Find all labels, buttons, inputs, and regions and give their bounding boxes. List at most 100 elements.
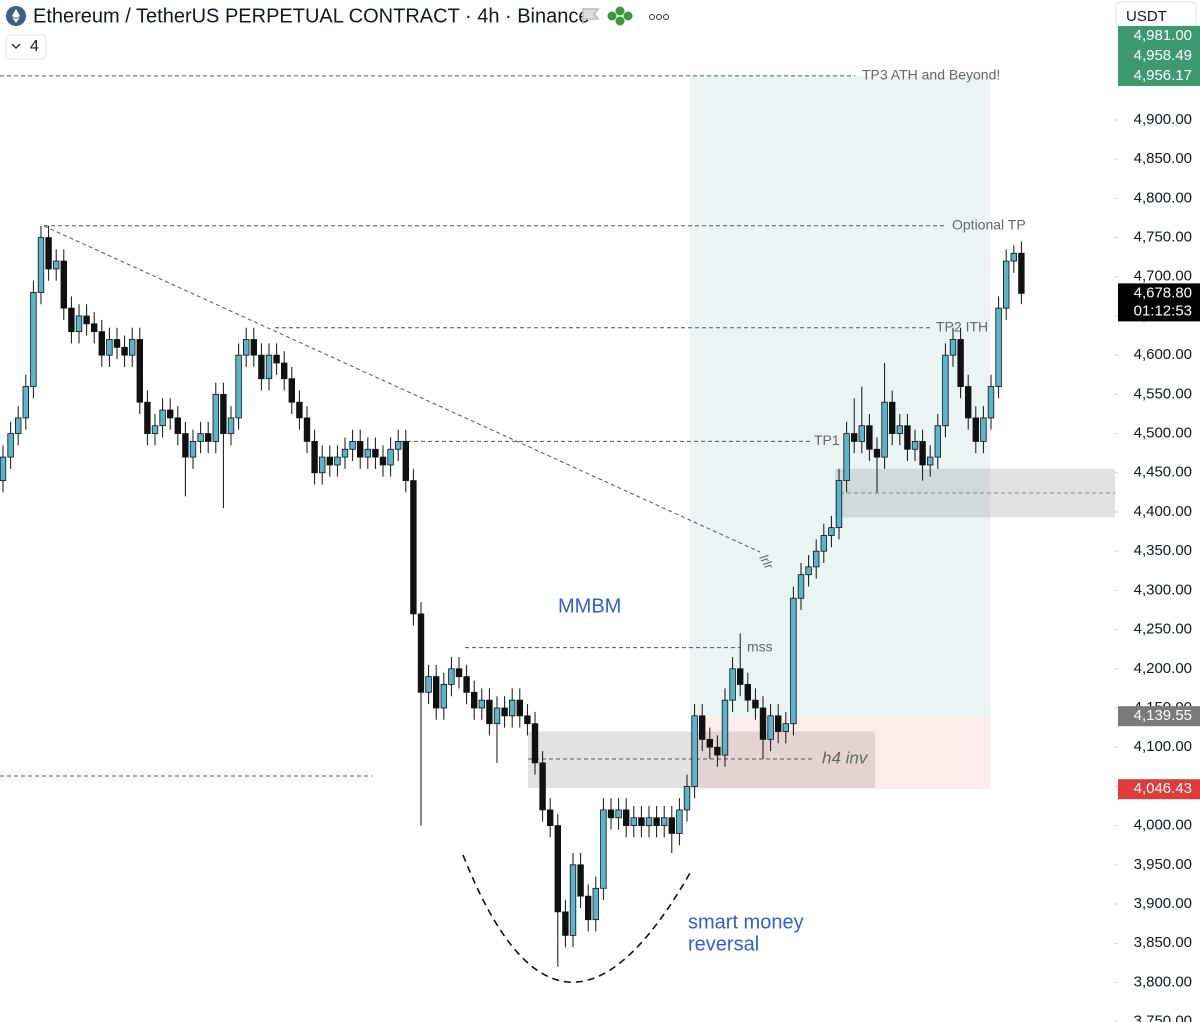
candles	[0, 225, 1025, 967]
candle-down	[516, 699, 523, 717]
price-label-bg	[1118, 66, 1200, 86]
y-tick-label: 4,550.00	[1134, 385, 1192, 402]
price-label: 4,958.49	[1134, 47, 1192, 64]
candle-up	[881, 401, 888, 458]
candle-down	[501, 707, 508, 717]
more-icon[interactable]	[649, 14, 669, 20]
candle-down	[539, 762, 546, 811]
candle-up	[189, 441, 197, 458]
candle-up	[820, 535, 827, 552]
level-label: Optional TP	[952, 217, 1026, 233]
candle-up	[767, 715, 774, 740]
candle-up	[318, 456, 326, 474]
candle-down	[699, 715, 706, 740]
candle-up	[813, 550, 820, 568]
currency: USDT	[1126, 8, 1167, 25]
candle-up	[615, 809, 622, 819]
indicator-toggle[interactable]	[5, 34, 47, 60]
candle-up	[493, 707, 501, 725]
clover-icon[interactable]	[607, 6, 633, 26]
level-label: TP1	[814, 432, 840, 448]
candle-down	[432, 676, 440, 709]
candle-down	[455, 668, 463, 678]
candle-up	[927, 456, 934, 466]
candle-up	[22, 386, 29, 419]
flag-icon[interactable]	[582, 8, 600, 24]
candle-up	[227, 417, 235, 434]
candle-down	[851, 433, 858, 442]
candle-up	[790, 597, 797, 725]
candle-up	[334, 456, 341, 466]
note: smart money	[688, 911, 804, 933]
candle-down	[174, 417, 181, 434]
header-bg	[0, 0, 676, 32]
price-label-bg	[1118, 779, 1200, 800]
candle-down	[68, 307, 75, 333]
candle-down	[706, 738, 713, 748]
candle-up	[1010, 252, 1017, 262]
candle-down	[372, 448, 379, 458]
level-label: mss	[747, 638, 773, 654]
candle-down	[379, 456, 387, 466]
candle-down	[873, 448, 881, 458]
candle-up	[645, 817, 653, 826]
candle-up	[37, 237, 45, 293]
chevron[interactable]	[11, 43, 21, 50]
candle-up	[151, 425, 159, 434]
interval-count: 4	[30, 38, 39, 55]
y-tick-label: 4,850.00	[1134, 150, 1192, 167]
candle-down	[250, 339, 257, 356]
candle-down	[311, 441, 318, 474]
candle-down	[638, 817, 645, 826]
candle-down	[744, 684, 751, 701]
candle-up	[387, 448, 394, 466]
candle-down	[144, 401, 151, 434]
y-tick-label: 4,900.00	[1134, 111, 1192, 128]
candle-up	[942, 354, 949, 427]
candle-up	[721, 699, 729, 756]
candle-down	[326, 456, 333, 466]
candle-up	[683, 785, 691, 811]
candle-up	[364, 448, 371, 458]
candle-down	[288, 378, 295, 403]
candle-down	[607, 809, 615, 819]
candle-down	[296, 401, 303, 419]
candle-up	[805, 566, 812, 576]
candle-down	[273, 354, 280, 364]
candle-up	[782, 723, 789, 732]
candle-up	[128, 339, 136, 356]
candle-up	[14, 417, 22, 434]
profit-zone	[690, 75, 990, 717]
candle-down	[554, 825, 561, 913]
zone	[528, 731, 875, 788]
y-tick-label: 3,950.00	[1134, 856, 1192, 873]
price-label-bg	[1118, 706, 1200, 727]
candle-up	[896, 425, 903, 434]
candle-up	[159, 409, 166, 427]
candle-down	[486, 699, 493, 725]
note: reversal	[688, 933, 759, 955]
candle-up	[980, 417, 987, 442]
candle-down	[280, 362, 288, 380]
candle-down	[410, 480, 417, 615]
candle-up	[797, 574, 805, 599]
y-tick-label: 4,100.00	[1134, 738, 1192, 755]
candle-up	[242, 339, 250, 356]
y-tick-label: 4,500.00	[1134, 425, 1192, 442]
candle-down	[759, 707, 767, 740]
y-tick-label: 3,750.00	[1134, 1013, 1192, 1022]
loss-zone	[690, 716, 990, 790]
candle-down	[957, 339, 964, 387]
y-tick-label: 4,750.00	[1134, 229, 1192, 246]
candle-down	[45, 237, 52, 270]
trend-line	[43, 225, 761, 553]
candle-down	[113, 339, 121, 348]
candle-up	[53, 260, 60, 270]
candle-down	[577, 864, 584, 897]
candle-up	[440, 684, 447, 709]
axis-bg	[1115, 32, 1200, 1022]
y-tick-label: 4,300.00	[1134, 581, 1192, 598]
candle-up	[843, 433, 850, 482]
